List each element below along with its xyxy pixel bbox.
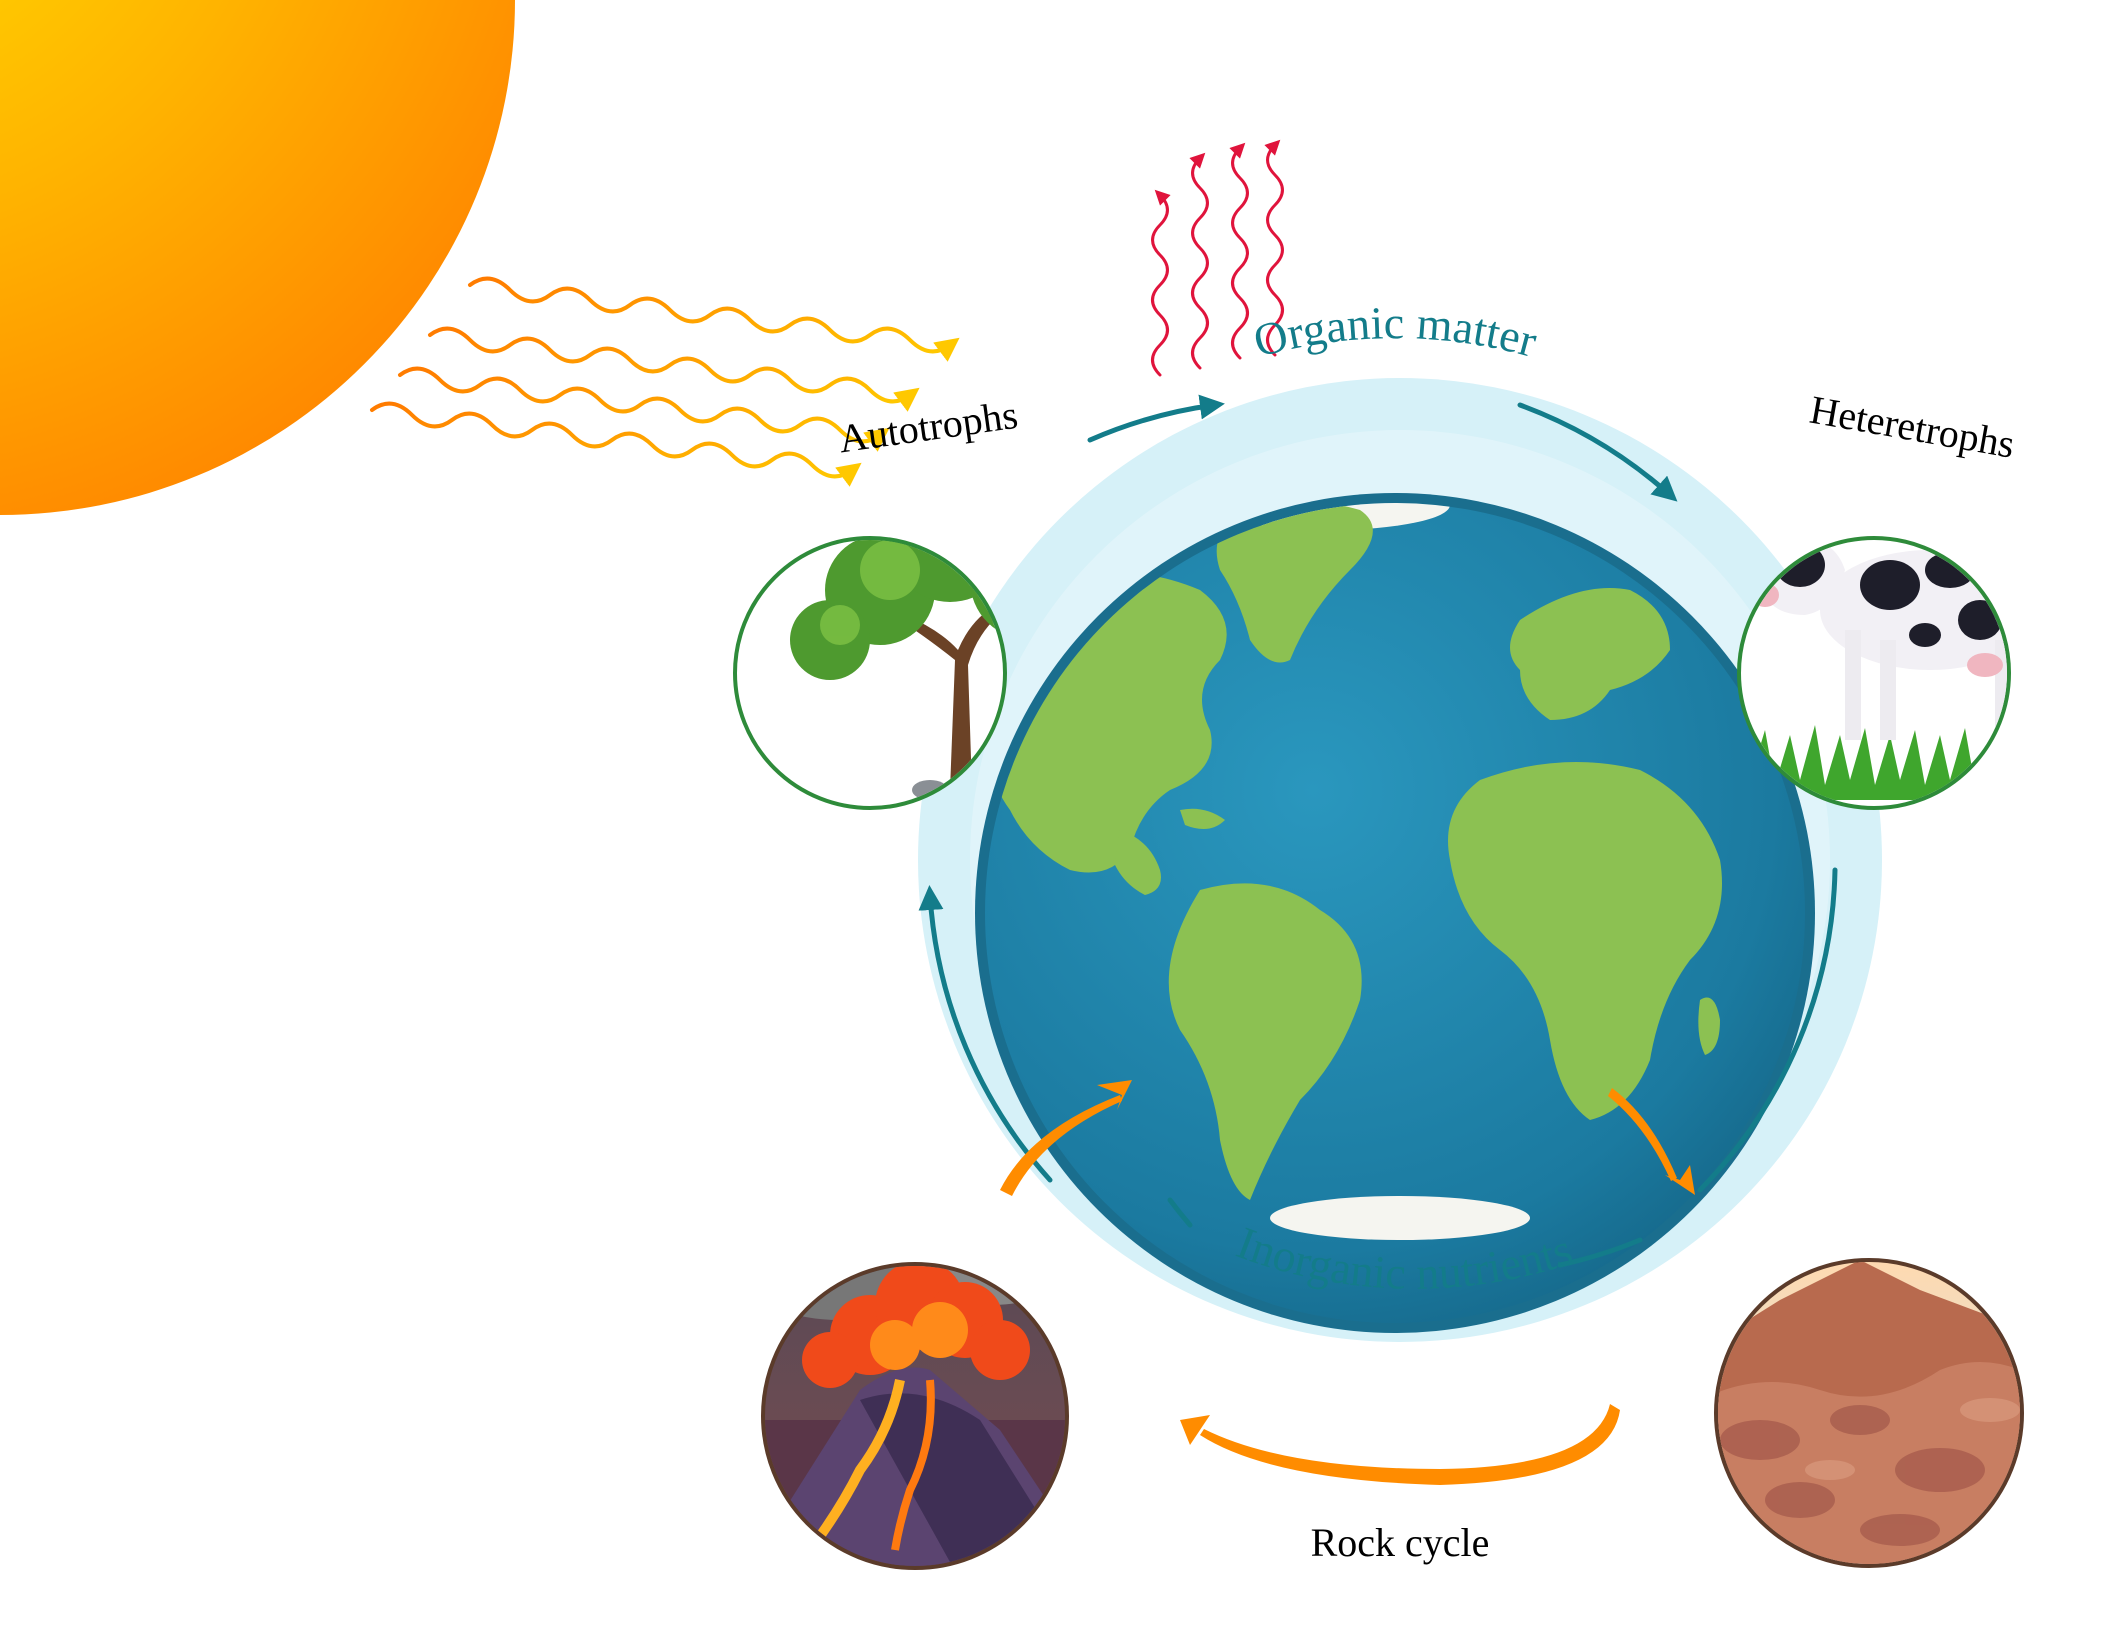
heterotrophs-label: Heteretrophs bbox=[1807, 387, 2018, 467]
rock-cycle-arrows bbox=[1000, 1080, 1695, 1485]
sun bbox=[0, 0, 515, 515]
organic-matter-arrow bbox=[1087, 394, 1225, 443]
autotrophs-label: Autotrophs bbox=[836, 392, 1021, 462]
rock-to-volcano-arrow bbox=[1200, 1404, 1620, 1485]
volcano-to-earth-arrow bbox=[1000, 1095, 1122, 1196]
sediment-rock-node bbox=[1714, 1258, 2024, 1568]
volcano-node bbox=[761, 1262, 1069, 1570]
rock-cycle-label: Rock cycle bbox=[1311, 1520, 1490, 1565]
sunlight-arrows bbox=[370, 276, 960, 487]
rock-terrain-icon bbox=[1718, 1262, 2020, 1564]
nutrients-to-autotrophs-arrow bbox=[918, 885, 1053, 1183]
cycle-arrows bbox=[918, 394, 1838, 1268]
heat-arrows bbox=[1151, 139, 1284, 377]
inorganic-nutrients-arrow bbox=[1167, 1197, 1193, 1228]
organic-matter-label: Organic matter bbox=[1249, 297, 1543, 367]
earth-to-rock-arrow bbox=[1608, 1088, 1677, 1181]
earth bbox=[975, 493, 1815, 1333]
heterotroph-to-nutrients-arrow bbox=[1697, 867, 1838, 1193]
